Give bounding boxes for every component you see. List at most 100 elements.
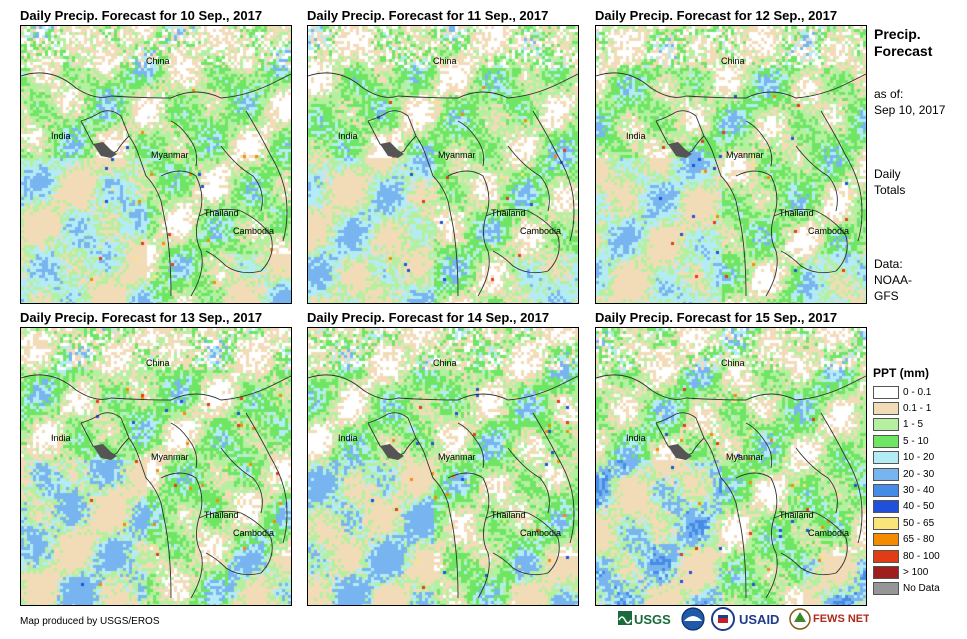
legend-label: 0 - 0.1 — [903, 386, 932, 398]
country-border — [80, 412, 172, 599]
country-border — [21, 374, 291, 401]
totals-line2: Totals — [874, 183, 906, 197]
country-border — [485, 510, 560, 576]
legend-label: 80 - 100 — [903, 550, 940, 562]
country-border — [80, 110, 172, 297]
place-label-cambodia: Cambodia — [233, 226, 275, 236]
delta-shape — [93, 142, 117, 158]
place-label-myanmar: Myanmar — [151, 452, 189, 462]
legend-label: 5 - 10 — [903, 435, 929, 447]
country-border — [596, 374, 866, 401]
data-source-line1: NOAA- — [874, 273, 913, 287]
fewsnet-logo-icon: FEWS NET — [789, 608, 869, 630]
legend-item: 5 - 10 — [873, 433, 940, 449]
fewsnet-logo-text: FEWS NET — [813, 613, 869, 625]
country-border — [245, 412, 288, 544]
legend-item: 10 - 20 — [873, 450, 940, 466]
legend-swatch — [873, 418, 899, 432]
delta-shape — [668, 444, 692, 460]
place-label-cambodia: Cambodia — [520, 528, 562, 538]
place-label-myanmar: Myanmar — [726, 150, 764, 160]
country-border — [308, 374, 578, 401]
country-border — [655, 110, 747, 297]
country-border — [308, 72, 578, 99]
precip-map: China India Myanmar Thailand Cambodia — [595, 25, 867, 304]
precip-raster — [596, 26, 866, 303]
place-label-thailand: Thailand — [491, 510, 526, 520]
legend-item: 80 - 100 — [873, 548, 940, 564]
place-label-china: China — [721, 56, 745, 66]
country-border — [820, 412, 863, 544]
forecast-panel: Daily Precip. Forecast for 10 Sep., 2017… — [20, 8, 292, 304]
legend-item: 0 - 0.1 — [873, 384, 940, 400]
place-label-thailand: Thailand — [491, 208, 526, 218]
precip-map: China India Myanmar Thailand Cambodia — [20, 327, 292, 606]
country-border — [198, 510, 273, 576]
precip-raster — [596, 328, 866, 605]
place-label-cambodia: Cambodia — [520, 226, 562, 236]
place-label-india: India — [51, 131, 71, 141]
panel-title: Daily Precip. Forecast for 13 Sep., 2017 — [20, 310, 263, 325]
legend-label: 20 - 30 — [903, 468, 935, 480]
usaid-logo-text: USAID — [739, 612, 779, 627]
country-border — [655, 412, 747, 599]
country-border — [795, 447, 838, 514]
legend-swatch — [873, 582, 899, 596]
panel-title: Daily Precip. Forecast for 15 Sep., 2017 — [595, 310, 838, 325]
legend-label: 30 - 40 — [903, 485, 935, 497]
precip-raster — [308, 328, 578, 605]
legend-rows: 0 - 0.1 0.1 - 1 1 - 5 5 - 10 10 - 20 20 - 30 3… — [873, 384, 940, 597]
place-label-india: India — [626, 433, 646, 443]
place-label-thailand: Thailand — [204, 208, 239, 218]
place-label-thailand: Thailand — [779, 208, 814, 218]
legend-swatch — [873, 402, 899, 416]
country-border — [745, 120, 773, 167]
border-outlines — [308, 72, 578, 297]
country-border — [507, 447, 550, 514]
place-label-cambodia: Cambodia — [808, 528, 850, 538]
legend-item: 1 - 5 — [873, 417, 940, 433]
delta-shape — [380, 444, 404, 460]
place-label-thailand: Thailand — [779, 510, 814, 520]
legend-label: 50 - 65 — [903, 517, 935, 529]
usgs-logo-text: USGS — [634, 612, 671, 627]
country-border — [220, 447, 263, 514]
place-label-thailand: Thailand — [204, 510, 239, 520]
legend-swatch — [873, 385, 899, 399]
panel-title: Daily Precip. Forecast for 11 Sep., 2017 — [307, 8, 549, 23]
data-label: Data: — [874, 257, 903, 271]
place-label-india: India — [51, 433, 71, 443]
sidebar-title-line1: Precip. — [874, 26, 921, 42]
legend-swatch — [873, 500, 899, 514]
country-border — [220, 145, 263, 212]
legend-item: No Data — [873, 581, 940, 597]
country-border — [745, 422, 773, 469]
forecast-panel: Daily Precip. Forecast for 15 Sep., 2017… — [595, 310, 867, 606]
legend-label: No Data — [903, 583, 940, 595]
delta-shape — [380, 142, 404, 158]
sidebar-asof: as of: Sep 10, 2017 — [874, 86, 945, 118]
legend-title: PPT (mm) — [873, 366, 930, 380]
legend-item: 20 - 30 — [873, 466, 940, 482]
place-label-china: China — [146, 358, 170, 368]
precip-raster — [308, 26, 578, 303]
legend-item: 0.1 - 1 — [873, 400, 940, 416]
legend-swatch — [873, 533, 899, 547]
border-outlines — [21, 72, 291, 297]
country-border — [21, 72, 291, 99]
legend-swatch — [873, 484, 899, 498]
country-border — [532, 110, 575, 242]
country-border — [795, 145, 838, 212]
legend-item: > 100 — [873, 564, 940, 580]
country-border — [773, 208, 848, 274]
place-label-cambodia: Cambodia — [808, 226, 850, 236]
country-border — [457, 422, 485, 469]
legend-label: 65 - 80 — [903, 534, 935, 546]
precip-map: China India Myanmar Thailand Cambodia — [595, 327, 867, 606]
country-border — [367, 412, 459, 599]
precip-raster — [21, 328, 291, 605]
precip-map: China India Myanmar Thailand Cambodia — [307, 327, 579, 606]
legend-swatch — [873, 549, 899, 563]
delta-shape — [93, 444, 117, 460]
asof-date: Sep 10, 2017 — [874, 103, 946, 117]
